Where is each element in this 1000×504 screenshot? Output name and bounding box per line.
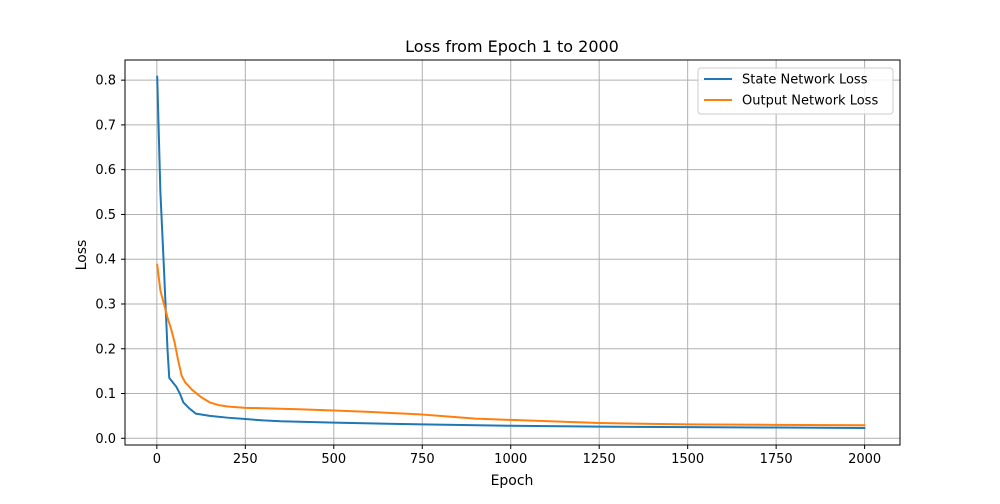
y-tick-label: 0.3 bbox=[95, 297, 116, 312]
y-tick-label: 0.2 bbox=[95, 342, 116, 357]
grid-layer bbox=[125, 60, 900, 445]
legend-label: Output Network Loss bbox=[742, 94, 878, 109]
y-tick-label: 0.0 bbox=[95, 432, 116, 447]
x-tick-label: 2000 bbox=[848, 452, 881, 467]
x-axis-label: Epoch bbox=[491, 473, 534, 489]
x-tick-label: 250 bbox=[233, 452, 258, 467]
x-tick-label: 0 bbox=[153, 452, 161, 467]
x-tick-label: 1500 bbox=[671, 452, 704, 467]
y-tick-label: 0.1 bbox=[95, 387, 116, 402]
plot-frame bbox=[125, 60, 900, 445]
y-tick-label: 0.6 bbox=[95, 163, 116, 178]
x-tick-label: 1250 bbox=[583, 452, 616, 467]
x-tick-label: 1000 bbox=[494, 452, 527, 467]
y-tick-label: 0.7 bbox=[95, 118, 116, 133]
x-tick-label: 750 bbox=[410, 452, 435, 467]
tick-layer: 0 250 500 750 1000 1250 1500 1750 2000 0.0 0.1 0.2 0… bbox=[95, 74, 881, 467]
chart-title: Loss from Epoch 1 to 2000 bbox=[405, 37, 619, 56]
legend-label: State Network Loss bbox=[742, 73, 868, 88]
x-tick-label: 1750 bbox=[760, 452, 793, 467]
y-tick-label: 0.5 bbox=[95, 208, 116, 223]
y-axis-label: Loss bbox=[74, 240, 90, 271]
y-tick-label: 0.4 bbox=[95, 253, 116, 268]
x-tick-label: 500 bbox=[321, 452, 346, 467]
legend: State Network Loss Output Network Loss bbox=[698, 68, 893, 114]
y-tick-label: 0.8 bbox=[95, 74, 116, 89]
